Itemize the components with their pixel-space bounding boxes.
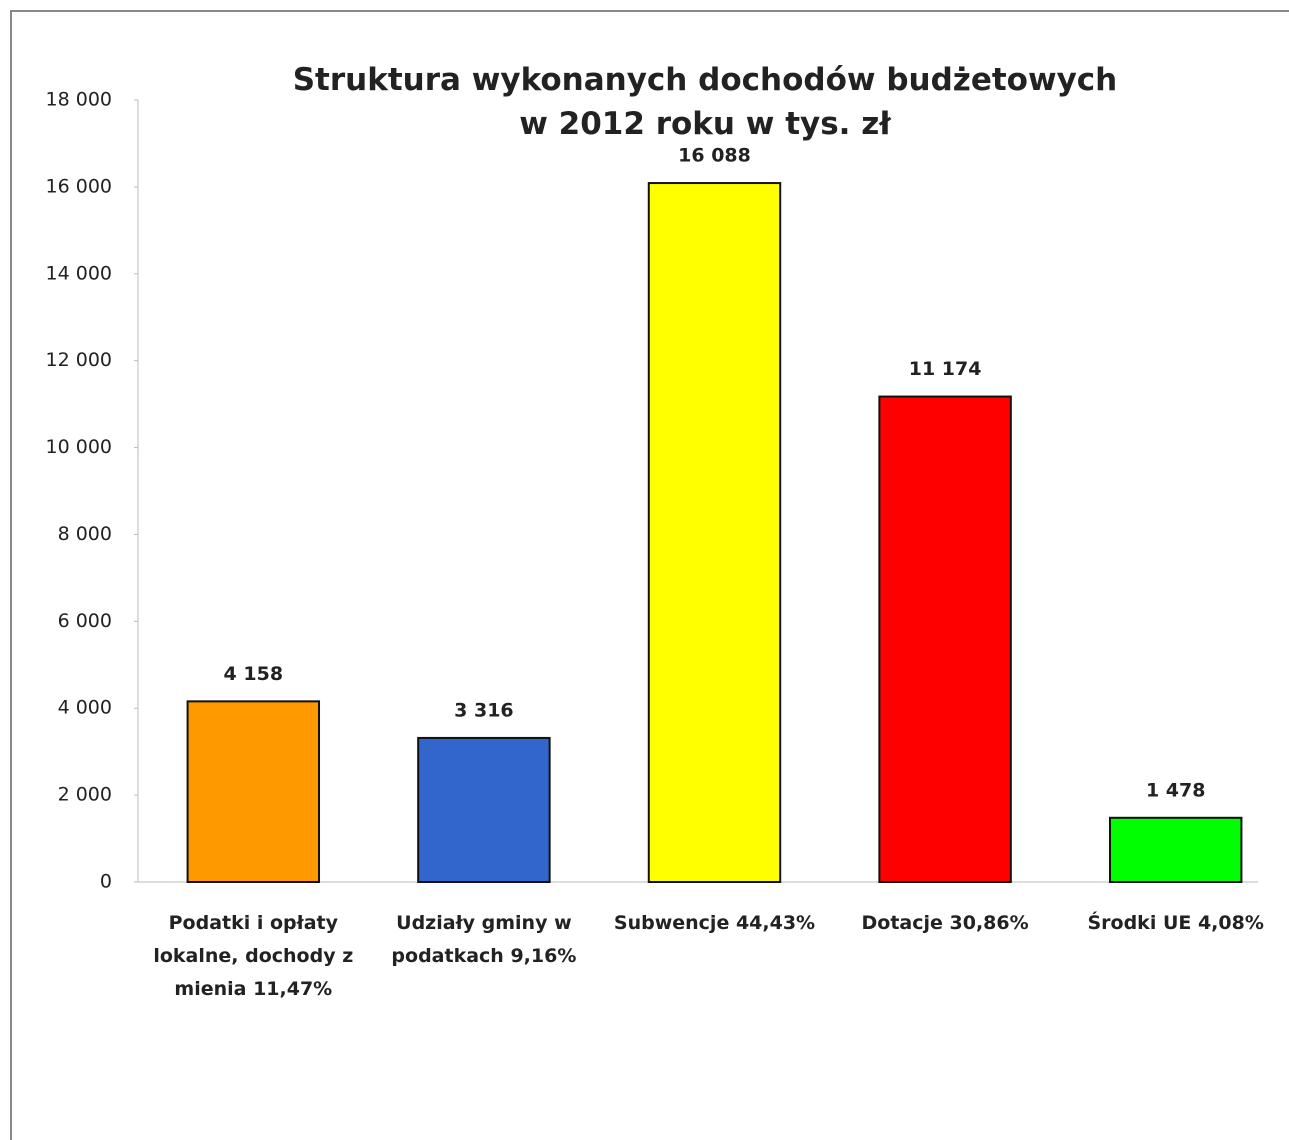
value-label: 4 158 xyxy=(224,663,284,685)
y-tick-label: 2 000 xyxy=(58,784,112,806)
x-tick-label: Dotacje 30,86% xyxy=(861,912,1029,934)
bar xyxy=(1108,816,1243,884)
y-tick-label: 6 000 xyxy=(58,610,112,632)
value-label: 11 174 xyxy=(909,358,982,380)
y-tick-label: 18 000 xyxy=(46,89,112,111)
x-tick-label: Podatki i opłaty lokalne, dochody z mien… xyxy=(153,912,354,1000)
bar xyxy=(186,700,321,883)
bar xyxy=(417,736,551,884)
y-tick-label: 8 000 xyxy=(58,523,112,545)
value-label: 3 316 xyxy=(454,699,514,721)
bar xyxy=(647,182,782,883)
y-tick-label: 0 xyxy=(100,871,112,893)
value-label: 16 088 xyxy=(678,145,751,167)
y-tick-label: 10 000 xyxy=(46,436,112,458)
x-tick-label: Subwencje 44,43% xyxy=(613,912,816,934)
value-label: 1 478 xyxy=(1146,779,1206,801)
bar xyxy=(878,395,1012,883)
x-tick-label: Środki UE 4,08% xyxy=(1087,912,1264,934)
x-tick-label: Udziały gminy w podatkach 9,16% xyxy=(391,912,577,967)
y-tick-label: 12 000 xyxy=(46,349,112,371)
y-tick-label: 16 000 xyxy=(46,175,112,197)
chart-title: Struktura wykonanych dochodów budżetowyc… xyxy=(292,62,1118,142)
y-tick-label: 14 000 xyxy=(46,262,112,284)
y-tick-label: 4 000 xyxy=(58,697,112,719)
